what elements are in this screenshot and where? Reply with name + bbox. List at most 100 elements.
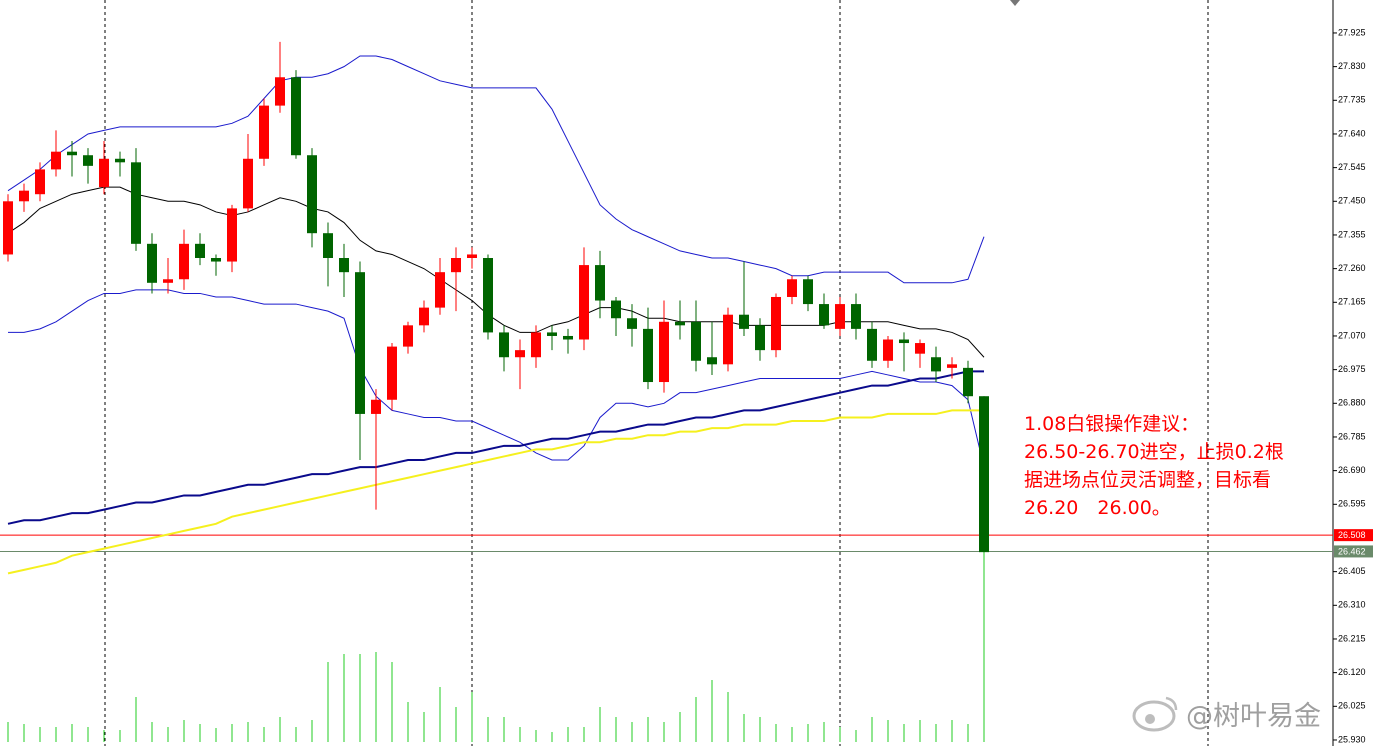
price-label: 26.508 xyxy=(1338,530,1366,540)
candle-body xyxy=(419,307,429,326)
indicator-line xyxy=(7,186,985,358)
y-tick-label: 26.025 xyxy=(1338,701,1366,711)
y-tick-label: 27.450 xyxy=(1338,196,1366,206)
candle-body xyxy=(35,169,45,195)
candle-body xyxy=(803,279,813,305)
candle-body xyxy=(131,162,141,244)
candle-body xyxy=(67,151,77,156)
candle-body xyxy=(867,328,877,361)
candle-body xyxy=(51,151,61,170)
candle-body xyxy=(371,399,381,414)
y-tick-label: 27.735 xyxy=(1338,95,1366,105)
candle-body xyxy=(979,396,989,553)
candle-body xyxy=(579,265,589,340)
candle-body xyxy=(627,318,637,329)
y-tick-label: 27.640 xyxy=(1338,128,1366,138)
y-tick-label: 27.070 xyxy=(1338,330,1366,340)
candle-body xyxy=(179,243,189,280)
annotation-line: 1.08白银操作建议： xyxy=(1024,413,1199,435)
candle-body xyxy=(691,321,701,361)
y-tick-label: 25.930 xyxy=(1338,734,1366,744)
candle-body xyxy=(963,367,973,397)
y-tick-label: 27.830 xyxy=(1338,61,1366,71)
y-tick-label: 26.785 xyxy=(1338,431,1366,441)
candle-body xyxy=(675,321,685,326)
y-tick-label: 26.310 xyxy=(1338,600,1366,610)
candle-body xyxy=(307,155,317,234)
price-label: 26.462 xyxy=(1338,546,1366,556)
candle-body xyxy=(403,325,413,347)
candle-body xyxy=(163,279,173,283)
candle-body xyxy=(787,279,797,297)
candle-body xyxy=(483,257,493,333)
candle-body xyxy=(115,158,125,163)
candle-body xyxy=(435,272,445,308)
candle-body xyxy=(515,350,525,358)
candle-body xyxy=(947,364,957,368)
candle-body xyxy=(707,357,717,365)
watermark: @树叶易金 xyxy=(1186,701,1321,732)
indicator-line xyxy=(7,55,985,284)
candle-body xyxy=(899,339,909,344)
candle-body xyxy=(611,300,621,319)
candle-body xyxy=(83,155,93,166)
candle-body xyxy=(499,332,509,358)
candle-body xyxy=(819,304,829,326)
candle-body xyxy=(275,77,285,106)
candle-body xyxy=(771,296,781,351)
candle-body xyxy=(563,335,573,340)
y-tick-label: 26.975 xyxy=(1338,364,1366,374)
candle-body xyxy=(643,328,653,383)
y-tick-label: 26.215 xyxy=(1338,633,1366,643)
y-tick-label: 27.545 xyxy=(1338,162,1366,172)
candle-body xyxy=(659,321,669,383)
y-tick-label: 26.880 xyxy=(1338,398,1366,408)
y-tick-label: 26.405 xyxy=(1338,566,1366,576)
indicator-line xyxy=(8,289,985,468)
y-tick-label: 27.165 xyxy=(1338,297,1366,307)
candle-body xyxy=(531,332,541,358)
candle-body xyxy=(931,357,941,372)
candle-body xyxy=(739,314,749,329)
candle-body xyxy=(467,254,477,258)
y-tick-label: 27.260 xyxy=(1338,263,1366,273)
candle-body xyxy=(323,233,333,258)
y-tick-label: 26.595 xyxy=(1338,499,1366,509)
price-label-box xyxy=(1334,529,1373,542)
candle-body xyxy=(547,332,557,336)
candle-body xyxy=(835,304,845,329)
candle-body xyxy=(211,257,221,262)
candle-body xyxy=(259,105,269,159)
candle-body xyxy=(339,257,349,273)
plot-area xyxy=(0,41,1333,742)
candle-body xyxy=(387,346,397,400)
y-tick-label: 27.355 xyxy=(1338,229,1366,239)
annotation-line: 26.20 26.00。 xyxy=(1024,497,1171,519)
candle-body xyxy=(99,158,109,188)
candle-body xyxy=(195,243,205,258)
candle-body xyxy=(595,265,605,301)
y-tick-label: 26.120 xyxy=(1338,667,1366,677)
price-label-box xyxy=(1334,545,1373,558)
watermark-logo xyxy=(1132,696,1178,732)
annotation-line: 据进场点位灵活调整，目标看 xyxy=(1024,469,1271,491)
y-tick-label: 27.925 xyxy=(1338,27,1366,37)
candle-body xyxy=(883,339,893,361)
indicator-line xyxy=(7,409,984,575)
grid xyxy=(104,0,1209,746)
shift-marker xyxy=(1010,0,1020,6)
candle-body xyxy=(851,304,861,329)
candle-body xyxy=(723,314,733,365)
candle-body xyxy=(227,208,237,262)
candle-body xyxy=(755,325,765,351)
candle-body xyxy=(3,201,13,255)
candle-body xyxy=(355,272,365,414)
candle-body xyxy=(19,190,29,202)
indicator-line xyxy=(7,370,984,525)
candle-body xyxy=(291,77,301,156)
candle-body xyxy=(451,257,461,273)
candle-body xyxy=(915,343,925,354)
annotation-line: 26.50-26.70进空，止损0.2根 xyxy=(1024,441,1284,463)
y-tick-label: 26.690 xyxy=(1338,465,1366,475)
